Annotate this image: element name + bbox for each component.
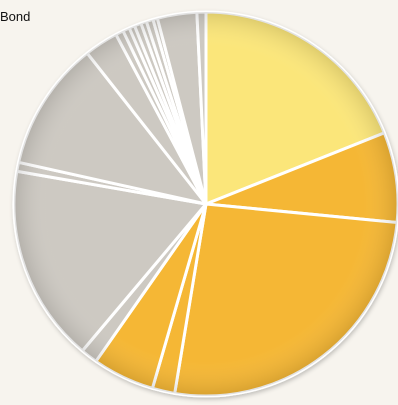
pie-slice-3 <box>173 202 398 398</box>
